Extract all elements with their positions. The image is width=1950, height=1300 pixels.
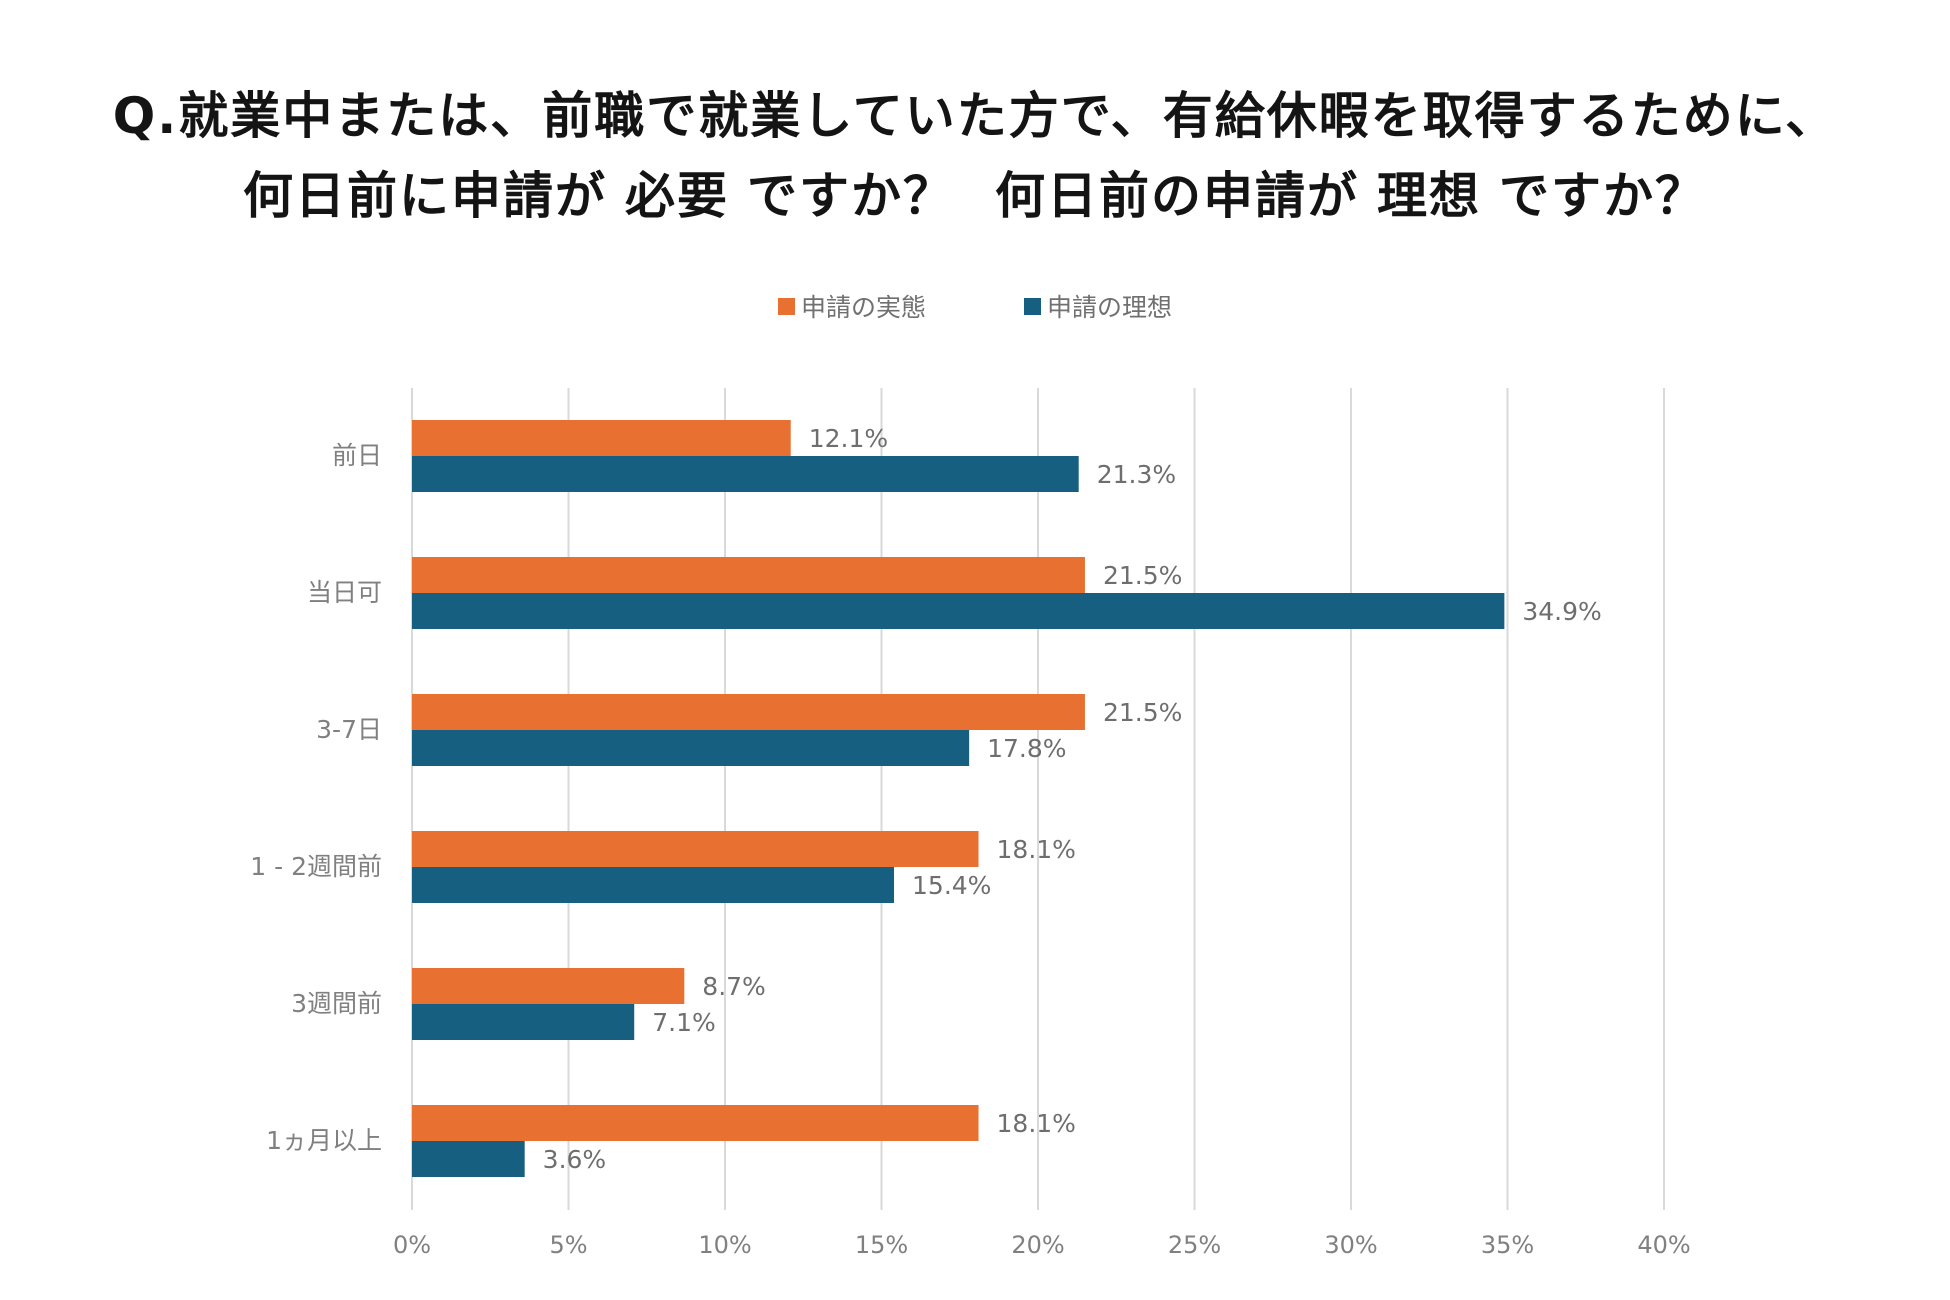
bars bbox=[412, 420, 1505, 1177]
category-label: 1 - 2週間前 bbox=[250, 852, 382, 881]
data-label-actual: 18.1% bbox=[997, 1109, 1076, 1138]
x-tick-label: 30% bbox=[1324, 1231, 1377, 1259]
legend-swatch-actual bbox=[778, 297, 795, 315]
data-label-actual: 21.5% bbox=[1103, 698, 1182, 727]
grid-lines bbox=[411, 388, 1665, 1210]
data-label-ideal: 34.9% bbox=[1522, 597, 1601, 626]
data-label-actual: 21.5% bbox=[1103, 561, 1182, 590]
bar-actual bbox=[412, 420, 791, 456]
bar-ideal bbox=[412, 456, 1079, 492]
bar-actual bbox=[412, 557, 1085, 593]
bar-ideal bbox=[412, 867, 895, 903]
legend-label-ideal: 申請の理想 bbox=[1046, 293, 1172, 322]
x-tick-label: 35% bbox=[1481, 1231, 1534, 1259]
title-text-d: ですか？ bbox=[1499, 167, 1707, 225]
data-label-ideal: 3.6% bbox=[543, 1145, 607, 1174]
bar-actual bbox=[412, 1105, 979, 1141]
chart-title-line-2: 何日前に申請が 必要 ですか？ 何日前の申請が 理想 ですか？ bbox=[0, 156, 1950, 238]
chart-legend: 申請の実態 申請の理想 bbox=[0, 288, 1950, 324]
data-label-ideal: 7.1% bbox=[652, 1008, 716, 1037]
data-label-ideal: 17.8% bbox=[987, 734, 1066, 763]
legend-swatch-ideal bbox=[1023, 297, 1041, 315]
legend-item-actual: 申請の実態 bbox=[778, 288, 926, 324]
category-label: 当日可 bbox=[307, 578, 382, 607]
chart-title-line-1: Q.就業中または、前職で就業していた方で、有給休暇を取得するために、 bbox=[112, 87, 1838, 145]
title-text-b: ですか？ bbox=[747, 167, 955, 225]
bar-ideal bbox=[412, 1141, 525, 1177]
data-label-ideal: 15.4% bbox=[912, 871, 991, 900]
bar-actual bbox=[412, 831, 979, 867]
x-tick-label: 5% bbox=[549, 1231, 587, 1259]
bar-actual bbox=[412, 694, 1085, 730]
bar-actual bbox=[412, 968, 685, 1004]
data-label-actual: 8.7% bbox=[702, 972, 766, 1001]
x-tick-label: 10% bbox=[698, 1231, 751, 1259]
data-label-actual: 18.1% bbox=[997, 835, 1076, 864]
x-tick-label: 15% bbox=[855, 1231, 908, 1259]
category-label: 3-7日 bbox=[316, 715, 382, 744]
category-label: 3週間前 bbox=[291, 989, 382, 1018]
bar-ideal bbox=[412, 730, 970, 766]
x-tick-label: 0% bbox=[393, 1231, 431, 1259]
x-tick-label: 40% bbox=[1637, 1231, 1690, 1259]
title-text-c: 何日前の申請が bbox=[995, 167, 1359, 225]
labels: 0% 5% 10% 15% 20% 25% 30% 35% 40% 前日 12.1% 21.3% 当日可… bbox=[250, 424, 1690, 1259]
category-label: 1ヵ月以上 bbox=[266, 1126, 382, 1155]
x-tick-label: 25% bbox=[1168, 1231, 1221, 1259]
data-label-ideal: 21.3% bbox=[1097, 460, 1176, 489]
legend-label-actual: 申請の実態 bbox=[801, 293, 927, 322]
legend-item-ideal: 申請の理想 bbox=[1023, 288, 1172, 324]
bar-ideal bbox=[412, 1004, 635, 1040]
title-text-a: 何日前に申請が bbox=[243, 167, 607, 225]
data-label-actual: 12.1% bbox=[809, 424, 888, 453]
category-label: 前日 bbox=[332, 441, 382, 470]
x-tick-label: 20% bbox=[1011, 1231, 1064, 1259]
bar-ideal bbox=[412, 593, 1505, 629]
